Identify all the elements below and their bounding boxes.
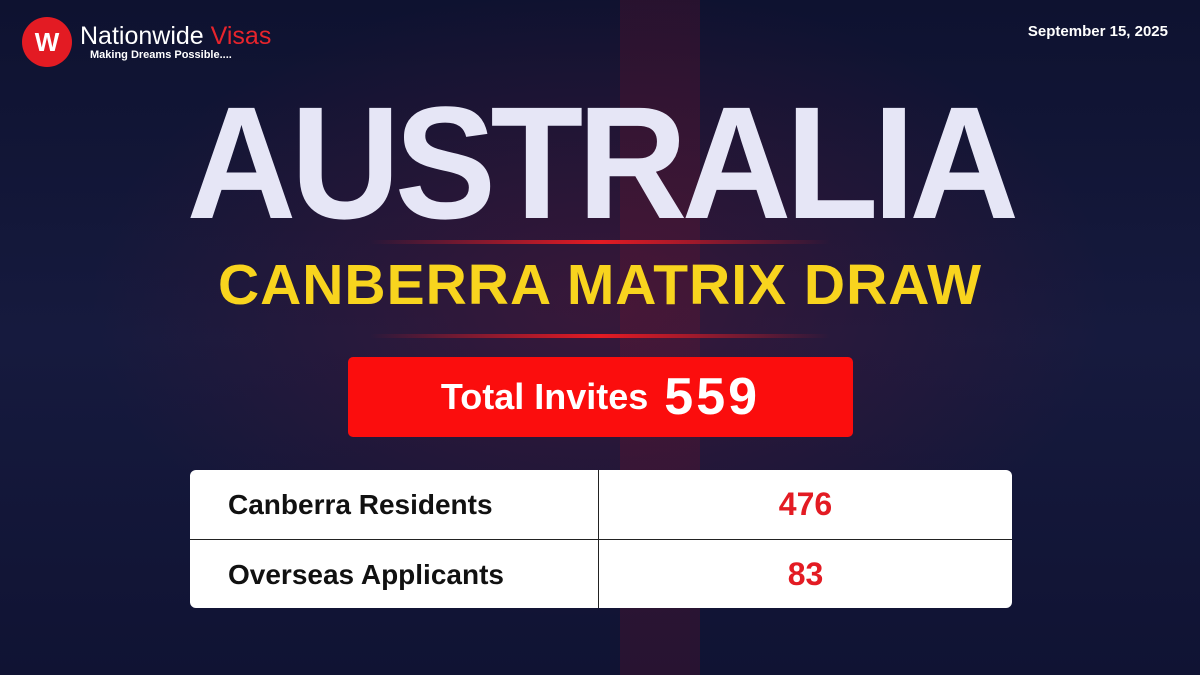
divider-bottom	[370, 334, 830, 338]
logo: W Nationwide Visas Making Dreams Possibl…	[22, 17, 271, 67]
subtitle: CANBERRA MATRIX DRAW	[217, 253, 983, 317]
brand-main: Nationwide	[80, 22, 204, 50]
total-label: Total Invites	[440, 376, 649, 417]
page-title: AUSTRALIA	[186, 73, 1020, 252]
table-row: Canberra Residents 476	[190, 470, 1012, 539]
date: September 15, 2025	[1027, 23, 1168, 40]
brand-accent: Visas	[210, 22, 272, 50]
row-label: Canberra Residents	[190, 470, 599, 539]
total-value: 559	[664, 368, 761, 426]
row-value: 83	[787, 556, 824, 592]
total-invites-badge: Total Invites 559	[348, 357, 853, 437]
w-monogram-icon: W	[22, 17, 72, 67]
brand-name: Nationwide Visas	[80, 23, 271, 49]
row-label: Overseas Applicants	[190, 540, 599, 608]
brand-tagline: Making Dreams Possible....	[90, 49, 232, 61]
divider-top	[370, 240, 830, 244]
row-value: 476	[778, 486, 833, 522]
table-row: Overseas Applicants 83	[190, 539, 1012, 608]
invites-table: Canberra Residents 476 Overseas Applican…	[190, 470, 1012, 608]
